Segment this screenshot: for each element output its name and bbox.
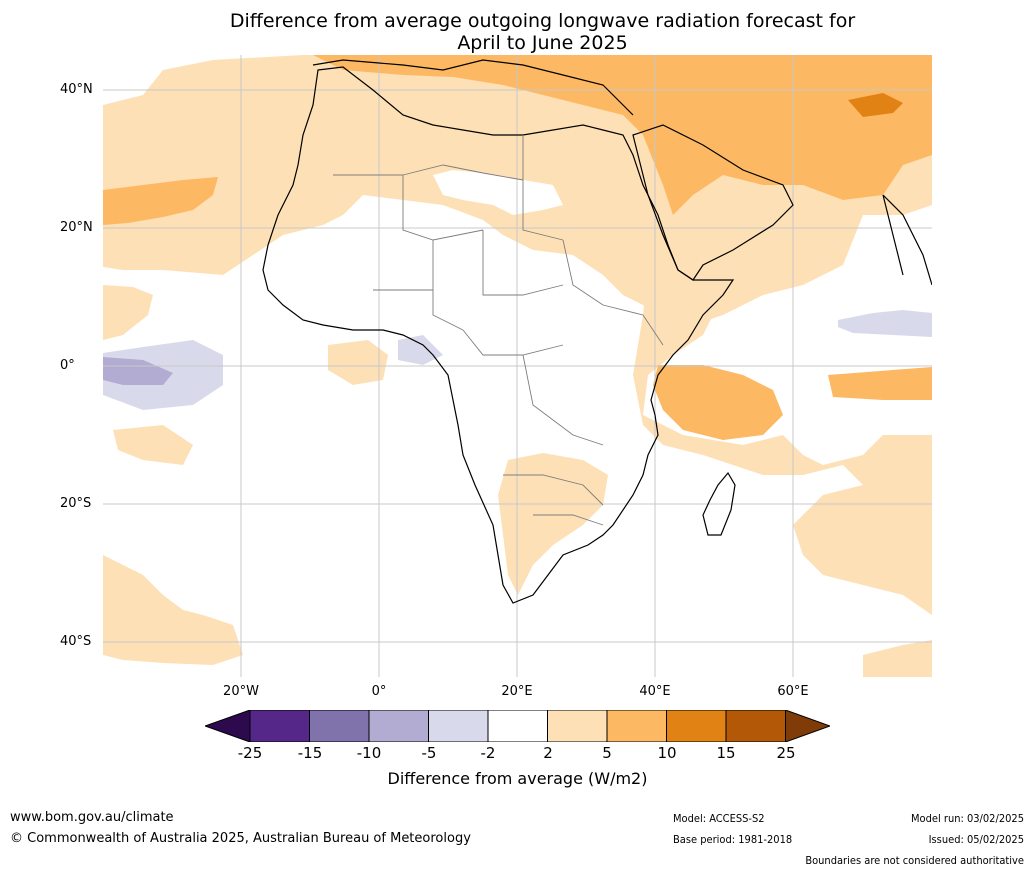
anomaly-region-himalaya-strong [848,93,903,117]
colorbar-bin-neg5-neg2 [428,710,489,742]
colorbar-tick: -2 [480,744,496,762]
lon-label-40e: 40°E [639,684,671,699]
colorbar-bin-5-10 [606,710,667,742]
colorbar-bin-15-25 [725,710,786,742]
lat-label-40s: 40°S [60,634,92,649]
colorbar-tick: 10 [657,744,677,762]
lon-label-20w: 20°W [223,684,259,699]
graticule [103,55,932,677]
model-name: Model: ACCESS-S2 [673,812,765,825]
colorbar-tick: 2 [543,744,553,762]
colorbar-tick: -25 [237,744,263,762]
model-run: Model run: 03/02/2025 [911,812,1024,825]
europe-coastline [312,59,634,116]
colorbar-bin-neg2-2 [487,710,548,742]
map-panel [103,55,932,677]
colorbar-bin-neg10-neg5 [368,710,429,742]
africa-coastline [262,66,735,604]
country-boundaries [333,135,664,526]
website-link[interactable]: www.bom.gov.au/climate [10,810,174,825]
anomaly-region-atlantic-negative-core [103,357,173,385]
anomaly-region-indian-ocean-medium [653,365,783,440]
madagascar-coastline [702,471,736,536]
lat-label-40n: 40°N [60,82,93,97]
anomaly-region-gulf-guinea-light [328,340,388,385]
lon-label-60e: 60°E [777,684,809,699]
copyright-text: © Commonwealth of Australia 2025, Austra… [10,831,471,846]
anomaly-region-southwest-light [113,425,193,465]
colorbar-bin-neg15-neg10 [309,710,370,742]
anomaly-shading [103,55,932,677]
colorbar-label: Difference from average (W/m2) [387,769,648,788]
colorbar-bin-10-15 [666,710,727,742]
lat-label-20n: 20°N [60,220,93,235]
lat-label-equator: 0° [60,358,75,373]
title-line-2: April to June 2025 [457,32,628,54]
anomaly-region-sahara-neutral [433,170,563,215]
lat-label-20s: 20°S [60,496,92,511]
anomaly-region-southern-africa-light [498,453,608,595]
colorbar-tick: 15 [716,744,736,762]
anomaly-region-south-atlantic-light [103,555,243,665]
colorbar-tick: 25 [776,744,796,762]
colorbar-bin-neg25-neg15 [249,710,310,742]
coastlines [262,59,932,604]
india-coastline [882,194,932,286]
colorbar-extend-low [205,710,251,742]
colorbar-tick: -10 [356,744,382,762]
anomaly-region-west-africa-light [103,285,153,340]
boundary-disclaimer: Boundaries are not considered authoritat… [805,854,1024,867]
title-line-1: Difference from average outgoing longwav… [229,10,856,32]
colorbar-tick: 5 [602,744,612,762]
chart-title: Difference from average outgoing longwav… [0,10,1035,54]
anomaly-region-northeast-medium [313,55,932,215]
colorbar-tick: -15 [297,744,323,762]
colorbar-extend-high [785,710,830,742]
colorbar [205,710,830,742]
base-period: Base period: 1981-2018 [673,833,793,846]
arabia-coastline [632,124,794,281]
anomaly-region-congo-negative [398,335,443,365]
anomaly-region-atlantic-medium [103,177,218,225]
lon-label-20e: 20°E [501,684,533,699]
lon-label-0: 0° [371,684,387,699]
anomaly-region-indian-negative [838,310,932,337]
colorbar-bin-2-5 [547,710,608,742]
anomaly-region-east-indian-medium [828,367,932,400]
colorbar-tick: -5 [421,744,437,762]
anomaly-map [103,55,932,677]
anomaly-region-far-southeast-light [863,640,932,677]
anomaly-region-horn-light [633,260,932,615]
issued-date: Issued: 05/02/2025 [928,833,1024,846]
